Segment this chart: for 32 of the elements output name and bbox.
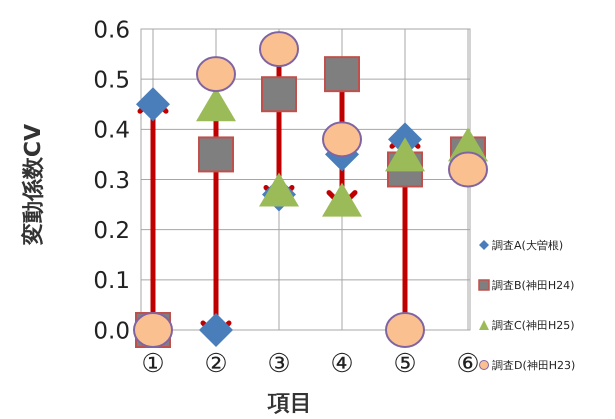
x-tick-label: ⑤: [393, 349, 417, 379]
point: [198, 136, 234, 172]
point: [259, 31, 299, 68]
x-tick-label: ⑥: [456, 349, 480, 379]
point: [322, 121, 362, 158]
point: [199, 313, 233, 347]
legend-label: 調査D(神田H23): [492, 358, 576, 372]
x-tick-label: ②: [204, 349, 228, 379]
y-tick-label: 0.6: [93, 17, 130, 44]
legend-label: 調査A(大曽根): [492, 238, 564, 252]
point: [324, 56, 360, 92]
x-tick-label: ④: [330, 349, 354, 379]
y-tick-label: 0.0: [93, 318, 130, 344]
x-axis-title: 項目: [267, 391, 312, 416]
point: [196, 56, 236, 92]
point: [385, 312, 425, 348]
point: [259, 172, 299, 207]
legend-label: 調査B(神田H24): [492, 278, 574, 292]
y-tick-label: 0.5: [93, 67, 130, 94]
point: [322, 182, 362, 217]
point: [448, 151, 488, 188]
x-tick-label: ③: [267, 349, 291, 379]
y-tick-label: 0.2: [93, 218, 130, 244]
y-tick-label: 0.3: [93, 168, 130, 194]
point: [385, 137, 425, 172]
point: [261, 76, 297, 112]
y-tick-label: 0.4: [93, 118, 130, 144]
y-tick-label: 0.1: [93, 268, 130, 294]
y-axis-title: 変動係数CV: [20, 124, 46, 246]
point: [136, 87, 170, 122]
x-tick-label: ①: [141, 349, 165, 379]
legend-label: 調査C(神田H25): [492, 318, 575, 332]
